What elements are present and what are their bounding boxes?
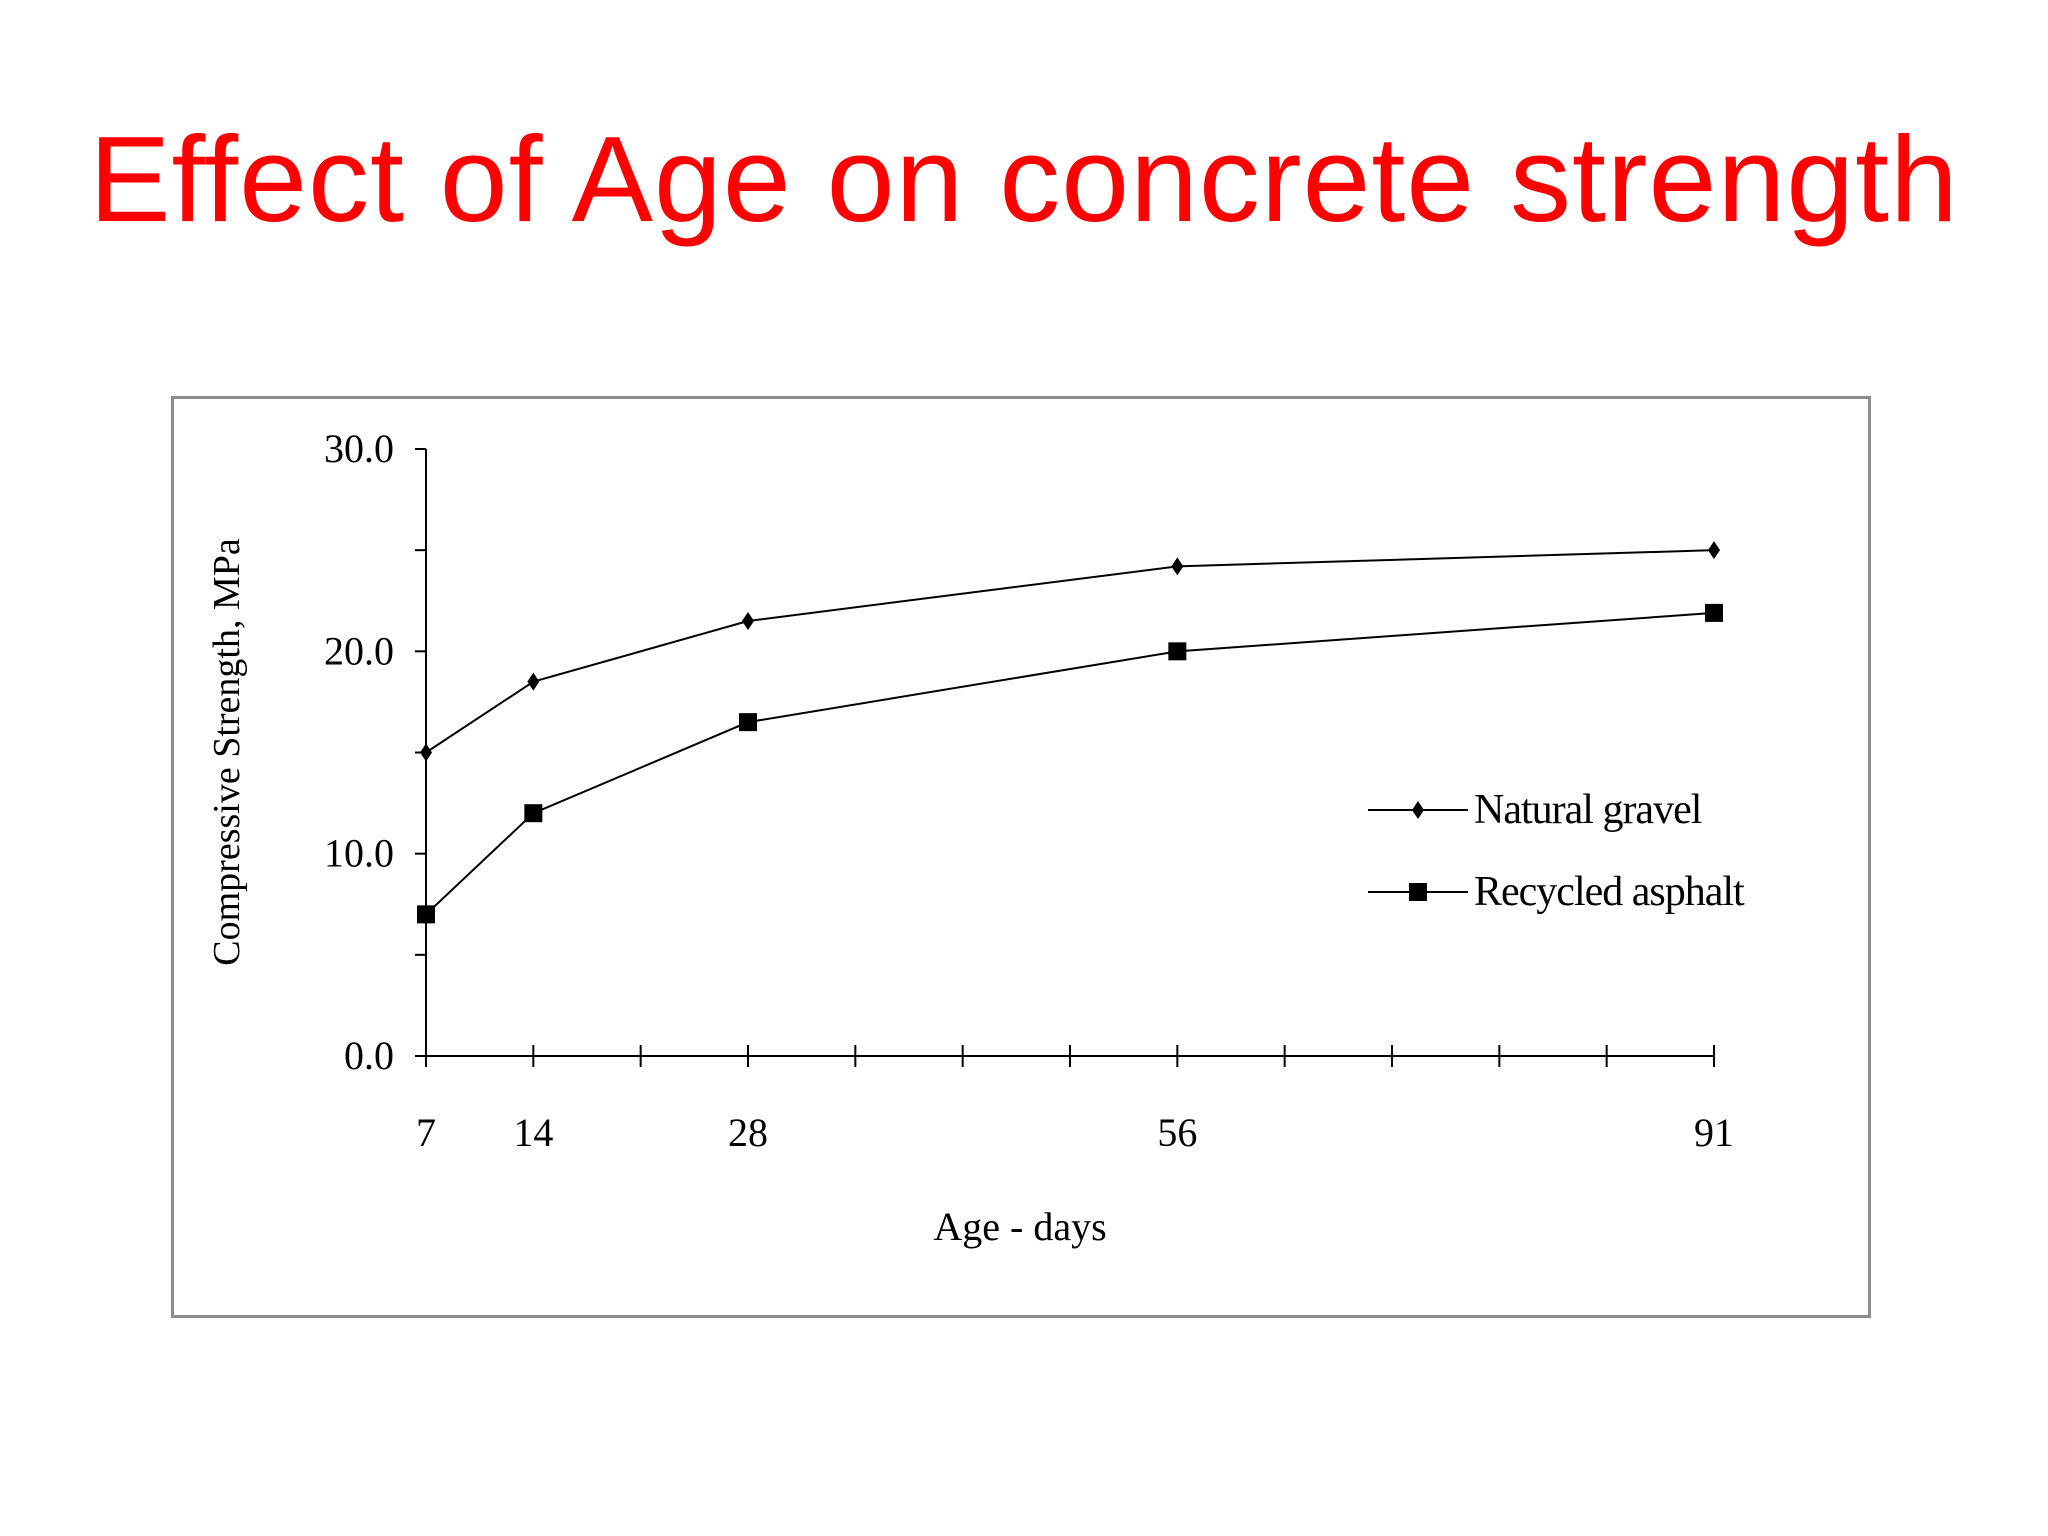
y-tick-label: 10.0 — [324, 831, 394, 876]
x-tick-label: 14 — [513, 1110, 553, 1155]
legend-marker — [1409, 883, 1427, 901]
axis-labels: Age - days Compressive Strength, MPa — [206, 538, 1107, 1249]
chart-axes — [425, 449, 1714, 1057]
chart-frame — [171, 396, 1871, 1318]
data-point — [1171, 557, 1184, 576]
legend-item: Natural gravel — [1368, 787, 1703, 833]
x-tick-label: 91 — [1694, 1110, 1734, 1155]
series-line — [425, 549, 1715, 754]
data-point — [742, 611, 754, 630]
legend-item: Recycled asphalt — [1368, 869, 1746, 915]
y-tick-label: 0.0 — [344, 1033, 394, 1078]
series-recycled-asphalt — [417, 603, 1723, 924]
legend-label: Recycled asphalt — [1474, 869, 1745, 915]
chart-legend: Natural gravel Recycled asphalt — [1368, 787, 1746, 915]
y-tick-label: 30.0 — [324, 426, 394, 471]
legend-marker — [1412, 801, 1424, 819]
data-point — [1705, 603, 1723, 622]
series-natural-gravel — [420, 541, 1720, 762]
data-point — [1708, 541, 1720, 560]
y-axis-label: Compressive Strength, MPa — [206, 538, 248, 966]
x-tick-label: 28 — [728, 1110, 768, 1155]
data-point — [524, 804, 543, 823]
axis-ticks: 0.0 10.0 20.0 30.0 7 14 28 56 91 — [324, 426, 1734, 1155]
data-point — [420, 743, 432, 762]
slide-title: Effect of Age on concrete strength — [89, 111, 1959, 247]
data-point — [527, 672, 540, 691]
x-tick-label: 7 — [416, 1110, 436, 1155]
series-layer — [417, 541, 1723, 924]
y-tick-label: 20.0 — [324, 628, 394, 673]
data-point — [1168, 642, 1187, 661]
x-axis-label: Age - days — [933, 1204, 1106, 1249]
data-point — [739, 713, 757, 732]
data-point — [417, 905, 435, 924]
x-tick-label: 56 — [1157, 1110, 1197, 1155]
legend-label: Natural gravel — [1474, 787, 1702, 833]
